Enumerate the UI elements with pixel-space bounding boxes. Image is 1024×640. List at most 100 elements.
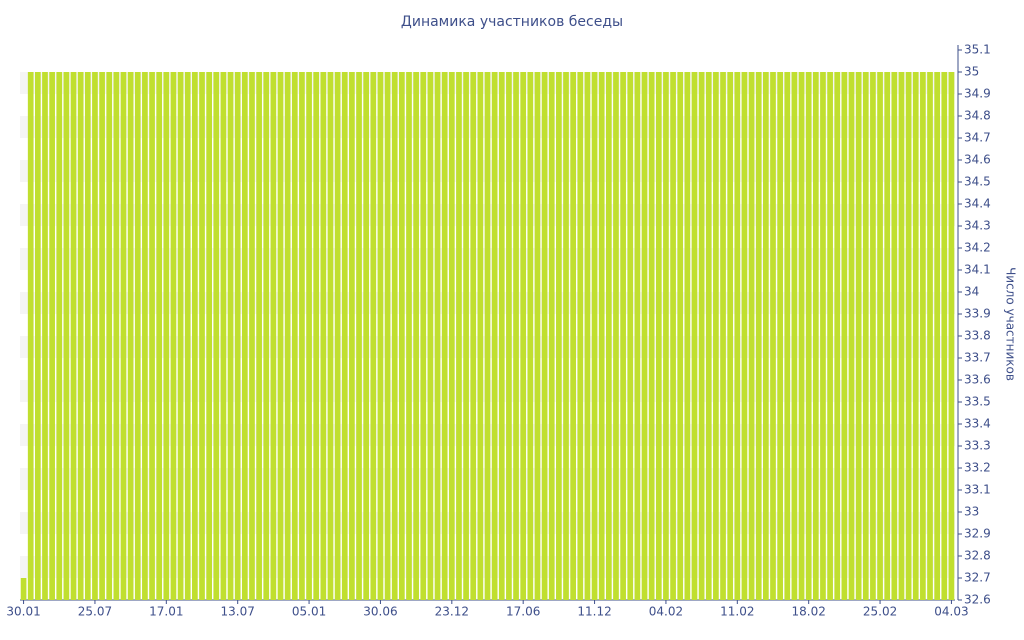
bar <box>605 72 612 600</box>
bar <box>134 72 141 600</box>
y-tick-label: 33.3 <box>964 439 991 453</box>
x-tick-label: 23.12 <box>435 605 469 619</box>
bar <box>356 72 362 600</box>
x-tick-label: 17.06 <box>506 605 540 619</box>
x-tick-label: 30.06 <box>363 605 397 619</box>
bar <box>670 72 676 600</box>
bar <box>698 72 705 600</box>
bar <box>848 72 855 600</box>
bar <box>20 578 27 600</box>
bar <box>63 72 70 600</box>
bar <box>420 72 427 600</box>
bar <box>805 72 812 600</box>
bar <box>34 72 41 600</box>
y-tick-label: 34.6 <box>964 153 991 167</box>
bar <box>241 72 248 600</box>
x-tick-label: 30.01 <box>6 605 40 619</box>
bar <box>463 72 469 600</box>
bar <box>812 72 819 600</box>
bar <box>92 72 98 600</box>
bar <box>941 72 948 600</box>
bar <box>841 72 848 600</box>
y-tick-label: 33.1 <box>964 483 991 497</box>
bar <box>684 72 691 600</box>
bar <box>556 72 562 600</box>
x-tick-label: 17.01 <box>149 605 183 619</box>
x-tick-label: 18.02 <box>792 605 826 619</box>
bar <box>306 72 312 600</box>
y-tick-label: 35 <box>964 65 979 79</box>
bar <box>563 72 569 600</box>
bar <box>862 72 869 600</box>
chart-title: Динамика участников беседы <box>401 14 623 30</box>
bar <box>748 72 755 600</box>
y-tick-label: 34 <box>964 285 979 299</box>
bar <box>827 72 833 600</box>
y-tick-label: 34.8 <box>964 109 991 123</box>
bar <box>798 72 805 600</box>
bar <box>391 72 398 600</box>
bar <box>341 72 348 600</box>
bar <box>727 72 734 600</box>
y-tick-label: 34.9 <box>964 87 991 101</box>
bar <box>270 72 277 600</box>
bar <box>648 72 655 600</box>
bar <box>263 72 270 600</box>
bar <box>120 72 127 600</box>
bar <box>384 72 391 600</box>
bar <box>327 72 334 600</box>
bar <box>548 72 555 600</box>
bar <box>513 72 519 600</box>
x-tick-label: 04.02 <box>649 605 683 619</box>
y-tick-label: 33.8 <box>964 329 991 343</box>
bar <box>634 72 641 600</box>
bar <box>441 72 448 600</box>
bar <box>891 72 898 600</box>
bar <box>663 72 669 600</box>
bar <box>56 72 63 600</box>
bar <box>934 72 941 600</box>
bar <box>206 72 212 600</box>
y-tick-label: 34.7 <box>964 131 991 145</box>
bar <box>627 72 634 600</box>
bar <box>641 72 648 600</box>
bar <box>70 72 77 600</box>
bar <box>234 72 241 600</box>
bar <box>905 72 912 600</box>
x-tick-label: 05.01 <box>292 605 326 619</box>
bar <box>506 72 512 600</box>
bar <box>755 72 762 600</box>
bar <box>877 72 883 600</box>
y-tick-label: 33.6 <box>964 373 991 387</box>
y-tick-label: 33.5 <box>964 395 991 409</box>
bar <box>413 72 419 600</box>
bar <box>920 72 926 600</box>
bar <box>27 72 34 600</box>
bar <box>541 72 548 600</box>
x-tick-label: 13.07 <box>221 605 255 619</box>
bar <box>613 72 619 600</box>
bar <box>591 72 598 600</box>
bar <box>349 72 355 600</box>
bar <box>249 72 255 600</box>
bar <box>170 72 177 600</box>
y-tick-label: 32.8 <box>964 549 991 563</box>
bar <box>677 72 684 600</box>
bar <box>577 72 584 600</box>
bar <box>227 72 234 600</box>
bar <box>912 72 919 600</box>
bar <box>49 72 55 600</box>
bar <box>884 72 891 600</box>
bar <box>777 72 783 600</box>
bar <box>927 72 933 600</box>
bar <box>127 72 134 600</box>
bar <box>213 72 220 600</box>
y-tick-label: 32.7 <box>964 571 991 585</box>
bar <box>705 72 712 600</box>
bar <box>398 72 405 600</box>
bar <box>470 72 477 600</box>
bar <box>720 72 726 600</box>
bar <box>106 72 113 600</box>
bar <box>456 72 462 600</box>
y-tick-label: 33.2 <box>964 461 991 475</box>
